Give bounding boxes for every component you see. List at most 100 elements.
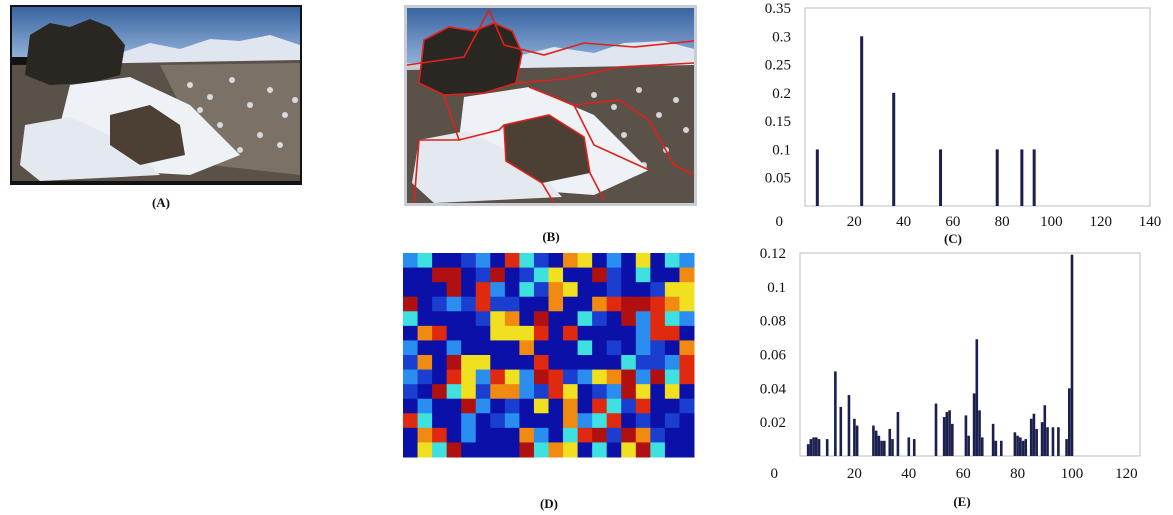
grid-cell xyxy=(475,369,491,385)
grid-cell xyxy=(548,384,564,400)
grid-cell xyxy=(606,296,622,312)
grid-cell xyxy=(533,253,549,269)
grid-cell xyxy=(504,296,520,312)
grid-cell xyxy=(432,398,448,414)
bar-C-1 xyxy=(860,36,864,207)
bar-E-31 xyxy=(980,437,984,456)
grid-cell xyxy=(635,267,651,283)
grid-cell xyxy=(446,325,462,341)
grid-cell xyxy=(417,296,433,312)
grid-cell xyxy=(621,384,637,400)
grid-cell xyxy=(504,355,520,371)
grid-cell xyxy=(446,311,462,327)
bar-E-45 xyxy=(1046,427,1049,456)
grid-cell xyxy=(490,355,506,371)
grid-cell xyxy=(432,253,448,269)
grid-cell xyxy=(446,413,462,429)
ytick-C-4: 0.25 xyxy=(765,58,791,74)
grid-cell xyxy=(606,413,622,429)
grid-cell xyxy=(475,311,491,327)
grid-cell xyxy=(446,384,462,400)
grid-cell xyxy=(432,442,448,458)
grid-cell xyxy=(635,340,651,356)
grid-cell xyxy=(490,296,506,312)
grid-cell xyxy=(403,413,419,429)
xtick-C-4: 100 xyxy=(1040,214,1063,230)
grid-cell xyxy=(621,253,637,269)
grid-cell xyxy=(592,340,608,356)
grid-cell xyxy=(432,384,448,400)
grid-cell xyxy=(679,355,695,371)
grid-cell xyxy=(679,282,695,298)
grid-cell xyxy=(548,267,564,283)
bar-E-28 xyxy=(972,393,976,456)
grid-cell xyxy=(461,253,477,269)
grid-cell xyxy=(621,296,637,312)
ytick-E-2: 0.06 xyxy=(760,348,787,364)
grid-cell xyxy=(417,413,433,429)
grid-cell xyxy=(533,267,549,283)
bar-E-22 xyxy=(942,417,946,456)
grid-cell xyxy=(490,267,506,283)
grid-cell xyxy=(679,398,695,414)
grid-cell xyxy=(548,442,564,458)
grid-cell xyxy=(432,311,448,327)
bar-C-4 xyxy=(995,149,999,206)
grid-cell xyxy=(606,427,622,443)
grid-cell xyxy=(592,253,608,269)
grid-cell xyxy=(533,282,549,298)
grid-cell xyxy=(664,267,680,283)
grid-cell xyxy=(432,369,448,385)
grid-cell xyxy=(417,267,433,283)
xtick-E-0: 20 xyxy=(847,466,862,482)
bar-C-6 xyxy=(1032,149,1036,206)
photo-a-image xyxy=(10,5,302,185)
grid-cell xyxy=(403,282,419,298)
grid-cell xyxy=(461,325,477,341)
grid-cell xyxy=(475,398,491,414)
grid-cell xyxy=(606,384,622,400)
grid-cell xyxy=(403,355,419,371)
grid-cell xyxy=(679,325,695,341)
ytick-C-1: 0.1 xyxy=(772,142,791,158)
grid-cell xyxy=(504,253,520,269)
grid-cell xyxy=(664,296,680,312)
grid-cell xyxy=(563,384,579,400)
grid-cell xyxy=(461,311,477,327)
bar-E-3 xyxy=(815,437,818,456)
bar-E-34 xyxy=(999,440,1003,456)
grid-cell xyxy=(490,253,506,269)
xtick-E-3: 80 xyxy=(1010,466,1025,482)
grid-cell xyxy=(519,413,535,429)
grid-cell xyxy=(563,282,579,298)
grid-cell xyxy=(490,442,506,458)
grid-cell xyxy=(577,267,593,283)
grid-cell xyxy=(519,384,535,400)
bar-E-30 xyxy=(978,410,981,456)
bar-E-25 xyxy=(951,423,954,456)
ytick-C-0: 0.05 xyxy=(765,171,791,187)
grid-cell xyxy=(592,427,608,443)
grid-cell xyxy=(635,442,651,458)
bar-E-15 xyxy=(883,440,886,456)
grid-cell xyxy=(475,355,491,371)
ytick-E-4: 0.1 xyxy=(767,280,786,296)
bar-E-44 xyxy=(1043,405,1047,456)
grid-cell xyxy=(533,427,549,443)
grid-cell xyxy=(403,442,419,458)
grid-cell xyxy=(475,267,491,283)
grid-cell xyxy=(679,369,695,385)
grid-cell xyxy=(606,325,622,341)
grid-cell xyxy=(664,442,680,458)
bar-E-12 xyxy=(874,430,878,456)
grid-cell xyxy=(635,427,651,443)
bar-E-2 xyxy=(812,437,815,456)
grid-cell xyxy=(461,355,477,371)
grid-cell xyxy=(548,325,564,341)
grid-cell xyxy=(650,369,666,385)
bar-E-35 xyxy=(1013,432,1017,456)
grid-cell xyxy=(461,282,477,298)
grid-cell xyxy=(548,311,564,327)
grid-cell xyxy=(533,311,549,327)
grid-cell xyxy=(504,282,520,298)
